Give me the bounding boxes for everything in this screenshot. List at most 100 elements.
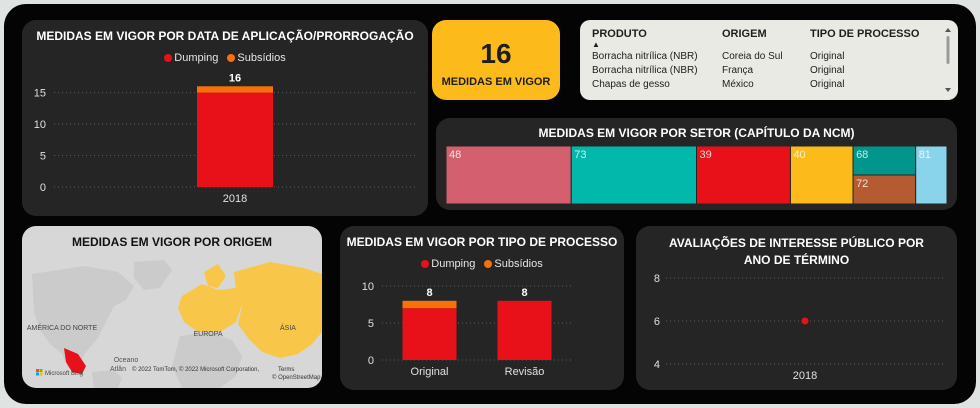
legend-dumping[interactable]: Dumping: [164, 52, 218, 64]
x-tick-label: Original: [411, 366, 449, 378]
table-scrollbar[interactable]: [944, 26, 952, 96]
treemap-cell: [445, 145, 572, 205]
table-cell[interactable]: México: [722, 79, 754, 90]
south-america-shape: [92, 370, 122, 388]
table-cell[interactable]: Original: [810, 79, 845, 90]
interest-scatter-chart[interactable]: 4 6 8 2018: [636, 226, 957, 390]
dashboard-frame: MEDIDAS EM VIGOR POR DATA DE APLICAÇÃO/P…: [4, 4, 976, 404]
microsoft-logo-icon: [39, 372, 43, 376]
legend-subsidios[interactable]: Subsídios: [484, 258, 543, 270]
table-cell[interactable]: Borracha nitrílica (NBR): [592, 51, 698, 62]
process-chart-legend: Dumping Subsídios: [340, 258, 624, 270]
map-title: MEDIDAS EM VIGOR POR ORIGEM: [71, 235, 272, 249]
treemap-label: 81: [919, 149, 931, 161]
treemap-label: 72: [856, 178, 868, 190]
africa-shape: [172, 332, 242, 388]
bar-subsídios: [197, 86, 273, 93]
data-label: 8: [426, 287, 432, 299]
map-copyright: © 2022 TomTom, © 2022 Microsoft Corporat…: [132, 366, 259, 373]
y-tick-label: 5: [368, 318, 374, 330]
sector-card[interactable]: MEDIDAS EM VIGOR POR SETOR (CAPÍTULO DA …: [436, 118, 957, 210]
table-cell[interactable]: França: [722, 65, 754, 76]
table-header-tipo[interactable]: TIPO DE PROCESSO: [810, 28, 920, 40]
ocean-label-2: Atlân: [110, 366, 126, 373]
process-chart-card[interactable]: MEDIDAS EM VIGOR POR TIPO DE PROCESSO Du…: [340, 226, 624, 390]
y-tick-label: 15: [34, 88, 46, 100]
bing-attribution: Microsoft Bing: [45, 371, 83, 377]
scroll-up-icon[interactable]: [945, 28, 951, 32]
treemap-label: 68: [856, 149, 868, 161]
legend-dumping-label: Dumping: [174, 52, 219, 64]
table-cell[interactable]: Borracha nitrílica (NBR): [592, 65, 698, 76]
legend-dumping[interactable]: Dumping: [421, 258, 475, 270]
asia-highlight: [234, 262, 322, 358]
treemap-cell: [852, 174, 917, 205]
y-tick-label: 4: [654, 359, 660, 371]
date-chart-title: MEDIDAS EM VIGOR POR DATA DE APLICAÇÃO/P…: [36, 29, 414, 43]
treemap-cell: [570, 145, 697, 205]
sort-ascending-icon[interactable]: ▲: [592, 40, 600, 49]
legend-subsidios[interactable]: Subsídios: [227, 52, 286, 64]
y-tick-label: 0: [40, 182, 46, 194]
process-chart-title: MEDIDAS EM VIGOR POR TIPO DE PROCESSO: [346, 235, 618, 249]
y-tick-label: 8: [654, 273, 660, 285]
date-bar-chart[interactable]: 0 5 10 15 16 2018: [22, 20, 428, 216]
osm-link[interactable]: © OpenStreetMap: [272, 374, 321, 381]
data-label: 16: [229, 72, 241, 84]
data-label: 8: [521, 287, 527, 299]
y-tick-label: 6: [654, 316, 660, 328]
table-cell[interactable]: Chapas de gesso: [592, 79, 670, 90]
bar-dumping: [402, 308, 457, 360]
products-table[interactable]: PRODUTO ORIGEM TIPO DE PROCESSO ▲ Borrac…: [580, 20, 958, 100]
process-bar-chart[interactable]: 0 5 10 8 Original 8 Revisão: [340, 226, 624, 390]
treemap-label: 73: [574, 149, 586, 161]
treemap-label: 40: [793, 149, 805, 161]
world-map[interactable]: AMÉRICA DO NORTE EUROPA ÁSIA Oceano Atlâ…: [22, 226, 322, 388]
europe-label: EUROPA: [193, 331, 222, 338]
kpi-label: MEDIDAS EM VIGOR: [441, 76, 551, 88]
interest-chart-title: AVALIAÇÕES DE INTERESSE PÚBLICO POR ANO …: [669, 236, 924, 267]
treemap-label: 48: [449, 149, 461, 161]
mexico-highlight: [64, 348, 86, 374]
table-header-produto[interactable]: PRODUTO: [592, 28, 647, 40]
sector-treemap[interactable]: 48 73 39 40 68 72 81: [436, 118, 957, 210]
asia-label: ÁSIA: [280, 323, 296, 332]
x-tick-label: 2018: [223, 193, 247, 205]
north-america-shape: [32, 266, 134, 368]
table-cell[interactable]: Coreia do Sul: [722, 51, 783, 62]
y-tick-label: 10: [34, 119, 46, 131]
subsidios-dot-icon: [484, 260, 493, 268]
origin-map-card[interactable]: MEDIDAS EM VIGOR POR ORIGEM AMÉRICA DO N…: [22, 226, 322, 388]
interest-chart-card[interactable]: AVALIAÇÕES DE INTERESSE PÚBLICO POR ANO …: [636, 226, 957, 390]
map-terms-link[interactable]: Terms: [278, 367, 294, 373]
legend-subsidios-label: Subsídios: [237, 52, 286, 64]
y-tick-label: 0: [368, 355, 374, 367]
microsoft-logo-icon: [36, 369, 39, 372]
treemap-label: 39: [700, 149, 712, 161]
table-cell[interactable]: Original: [810, 51, 845, 62]
ocean-label-1: Oceano: [114, 357, 139, 364]
y-tick-label: 5: [40, 151, 46, 163]
scroll-thumb[interactable]: [946, 36, 950, 64]
kpi-value: 16: [480, 38, 512, 69]
date-chart-legend: Dumping Subsídios: [22, 52, 428, 64]
legend-subsidios-label: Subsídios: [494, 258, 543, 270]
dumping-dot-icon: [164, 54, 173, 62]
table-cell[interactable]: Original: [810, 65, 845, 76]
microsoft-logo-icon: [39, 369, 43, 372]
microsoft-logo-icon: [36, 372, 39, 376]
bar-dumping: [497, 300, 552, 360]
treemap-cell: [915, 145, 948, 205]
bar-subsídios: [402, 300, 457, 309]
table-header-origem[interactable]: ORIGEM: [722, 28, 767, 40]
north-america-label: AMÉRICA DO NORTE: [27, 323, 98, 332]
date-chart-card[interactable]: MEDIDAS EM VIGOR POR DATA DE APLICAÇÃO/P…: [22, 20, 428, 216]
subsidios-dot-icon: [227, 54, 236, 62]
bar-dumping: [197, 92, 273, 187]
kpi-card[interactable]: 16 MEDIDAS EM VIGOR: [432, 20, 560, 100]
legend-dumping-label: Dumping: [431, 258, 476, 270]
europe-highlight: [178, 284, 242, 332]
greenland-shape: [134, 260, 172, 290]
y-tick-label: 10: [362, 281, 374, 293]
scroll-down-icon[interactable]: [945, 88, 951, 92]
